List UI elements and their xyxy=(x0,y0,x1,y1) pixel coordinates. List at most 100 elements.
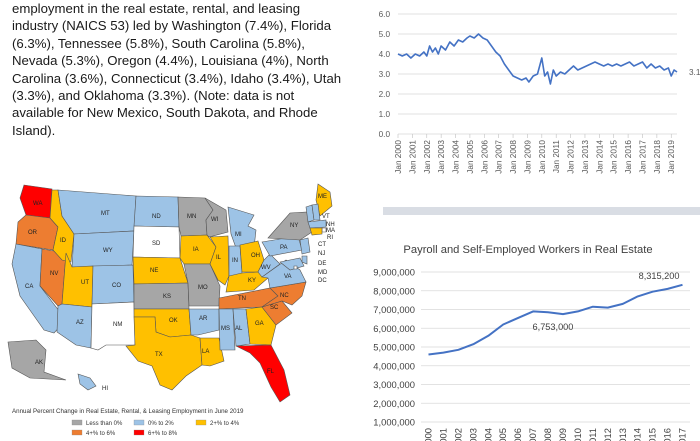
x-tick-label: 2013 xyxy=(617,428,628,441)
x-tick-label: 2006 xyxy=(512,428,523,441)
x-tick-label: Jan 2015 xyxy=(610,140,619,174)
state-label-va: VA xyxy=(284,274,292,280)
state-nh xyxy=(311,203,321,221)
state-label-me: ME xyxy=(318,194,327,200)
state-label-ak: AK xyxy=(35,360,43,366)
paragraph-line: available for New Mexico, South Dakota, … xyxy=(12,105,318,121)
state-label-vt: VT xyxy=(322,214,330,220)
map-caption: Annual Percent Change in Real Estate, Re… xyxy=(12,408,244,415)
x-tick-label: 2014 xyxy=(632,428,643,441)
x-tick-label: Jan 2003 xyxy=(437,140,446,174)
state-tx xyxy=(125,316,203,391)
state-label-ut: UT xyxy=(81,280,89,286)
x-tick-label: 2015 xyxy=(647,428,658,441)
y-tick-label: 2,000,000 xyxy=(373,398,415,409)
state-label-tx: TX xyxy=(155,352,163,358)
state-mt xyxy=(57,189,137,235)
x-tick-label: Jan 2012 xyxy=(567,140,576,174)
state-label-ri: RI xyxy=(327,235,333,241)
x-tick-label: 2008 xyxy=(542,428,553,441)
state-label-md: MD xyxy=(318,270,328,276)
body-paragraph: employment in the real estate, rental, a… xyxy=(12,0,357,139)
state-label-nd: ND xyxy=(152,214,161,220)
state-hi xyxy=(77,373,97,391)
state-label-wv: WV xyxy=(261,265,271,271)
state-la xyxy=(199,337,225,367)
x-tick-label: Jan 2006 xyxy=(480,140,489,174)
state-label-wi: WI xyxy=(211,217,219,223)
paragraph-line: Island). xyxy=(12,122,56,138)
y-tick-label: 4.0 xyxy=(379,50,391,59)
state-label-de: DE xyxy=(318,261,326,267)
state-label-in: IN xyxy=(232,258,238,264)
state-label-ky: KY xyxy=(248,278,256,284)
x-tick-label: Jan 2013 xyxy=(581,140,590,174)
x-tick-label: 2000 xyxy=(422,428,433,441)
legend-label: 4+% to 6% xyxy=(86,431,116,437)
state-label-co: CO xyxy=(112,283,121,289)
state-label-sd: SD xyxy=(152,241,161,247)
y-tick-label: 5.0 xyxy=(379,30,391,39)
state-label-mn: MN xyxy=(187,214,196,220)
state-label-mt: MT xyxy=(101,211,110,217)
x-tick-label: Jan 2001 xyxy=(408,140,417,174)
x-tick-label: 2016 xyxy=(662,428,673,441)
x-tick-label: Jan 2004 xyxy=(452,140,461,174)
x-tick-label: Jan 2010 xyxy=(538,140,547,174)
us-map-svg: WA OR CA NV ID MT WY UT AZ CO NM ND SD NE KS OK TX MN IA MO… xyxy=(7,183,335,437)
x-tick-label: 2009 xyxy=(557,428,568,441)
series-line xyxy=(397,33,678,85)
percent-line-chart: 0.0 1.0 2.0 3.0 4.0 5.0 6.0 Jan 2000 Jan 2001 Jan… xyxy=(357,0,700,200)
state-dc xyxy=(293,265,298,270)
state-mi xyxy=(227,206,257,249)
state-label-nv: NV xyxy=(50,271,58,277)
state-label-pa: PA xyxy=(280,245,288,251)
y-tick-label: 5,000,000 xyxy=(373,342,415,353)
state-label-la: LA xyxy=(202,349,209,355)
paragraph-line: (6.3%), Tennessee (5.8%), South Carolina… xyxy=(12,35,305,51)
data-label: 8,315,200 xyxy=(639,271,680,281)
y-tick-label: 3.0 xyxy=(379,70,391,79)
legend-swatch xyxy=(133,419,145,426)
state-label-oh: OH xyxy=(251,253,260,259)
us-choropleth-map: WA OR CA NV ID MT WY UT AZ CO NM ND SD NE KS OK TX MN IA MO… xyxy=(0,180,345,441)
legend-label: Less than 0% xyxy=(86,421,123,427)
series-line xyxy=(428,283,683,356)
state-me xyxy=(315,183,333,217)
panel-divider xyxy=(383,207,700,215)
state-label-or: OR xyxy=(28,230,38,236)
x-tick-label: Jan 2018 xyxy=(653,140,662,174)
state-label-nm: NM xyxy=(113,322,122,328)
paragraph-line: employment in the real estate, rental, a… xyxy=(12,1,301,16)
y-tick-label: 2.0 xyxy=(379,90,391,99)
state-label-il: IL xyxy=(216,255,222,261)
state-label-nj: NJ xyxy=(318,251,325,257)
x-tick-label: 2010 xyxy=(572,428,583,441)
state-label-ne: NE xyxy=(150,268,158,274)
state-ak xyxy=(7,339,67,381)
legend-swatch xyxy=(71,419,83,426)
x-tick-label: Jan 2017 xyxy=(638,140,647,174)
state-nj xyxy=(299,237,311,255)
state-ks xyxy=(133,282,190,310)
state-label-ga: GA xyxy=(255,321,264,327)
paragraph-line: Carolina (3.6%), Connecticut (3.4%), Ida… xyxy=(12,70,342,86)
state-md xyxy=(279,257,305,271)
state-label-ma: MA xyxy=(326,228,335,234)
x-tick-label: Jan 2007 xyxy=(495,140,504,174)
x-tick-label: Jan 2014 xyxy=(595,140,604,174)
x-tick-label: 2001 xyxy=(437,428,448,441)
state-label-nh: NH xyxy=(326,222,335,228)
state-label-wa: WA xyxy=(33,201,42,207)
legend-label: 0% to 2% xyxy=(148,421,174,427)
y-tick-label: 0.0 xyxy=(379,130,391,139)
state-label-ny: NY xyxy=(290,223,298,229)
x-tick-label: 2011 xyxy=(587,428,598,441)
state-label-ct: CT xyxy=(318,242,326,248)
state-ar xyxy=(188,308,220,336)
state-label-fl: FL xyxy=(267,369,275,375)
x-tick-label: Jan 2009 xyxy=(523,140,532,174)
state-label-ar: AR xyxy=(199,316,208,322)
legend-label: 6+% to 8% xyxy=(148,431,178,437)
state-label-sc: SC xyxy=(270,305,279,311)
